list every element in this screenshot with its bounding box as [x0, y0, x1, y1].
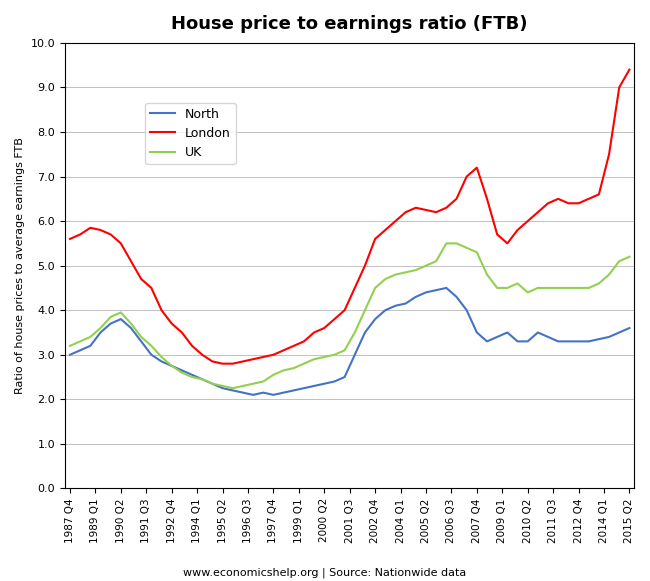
London [443, 205, 450, 211]
North [452, 293, 460, 300]
UK [443, 240, 450, 247]
North [76, 347, 84, 354]
Line: North: North [70, 288, 629, 395]
Y-axis label: Ratio of house prices to average earnings FTB: Ratio of house prices to average earning… [15, 137, 25, 394]
UK [514, 280, 521, 287]
London [422, 206, 430, 213]
London [76, 231, 84, 238]
Title: House price to earnings ratio (FTB): House price to earnings ratio (FTB) [172, 15, 528, 33]
London [280, 347, 287, 354]
London [66, 235, 74, 242]
North [66, 352, 74, 358]
Legend: North, London, UK: North, London, UK [145, 103, 236, 164]
UK [391, 271, 399, 278]
London [504, 240, 512, 247]
Line: UK: UK [70, 243, 629, 388]
Text: www.economicshelp.org | Source: Nationwide data: www.economicshelp.org | Source: Nationwi… [183, 567, 467, 578]
London [625, 66, 633, 73]
UK [452, 240, 460, 247]
North [443, 285, 450, 292]
Line: London: London [70, 70, 629, 364]
London [391, 218, 399, 225]
London [218, 360, 226, 367]
UK [66, 342, 74, 349]
North [625, 325, 633, 332]
UK [280, 367, 287, 374]
North [514, 338, 521, 345]
North [280, 389, 287, 396]
North [422, 289, 430, 296]
North [249, 392, 257, 399]
UK [76, 338, 84, 345]
UK [625, 253, 633, 260]
UK [229, 385, 237, 392]
North [391, 302, 399, 309]
UK [422, 262, 430, 269]
